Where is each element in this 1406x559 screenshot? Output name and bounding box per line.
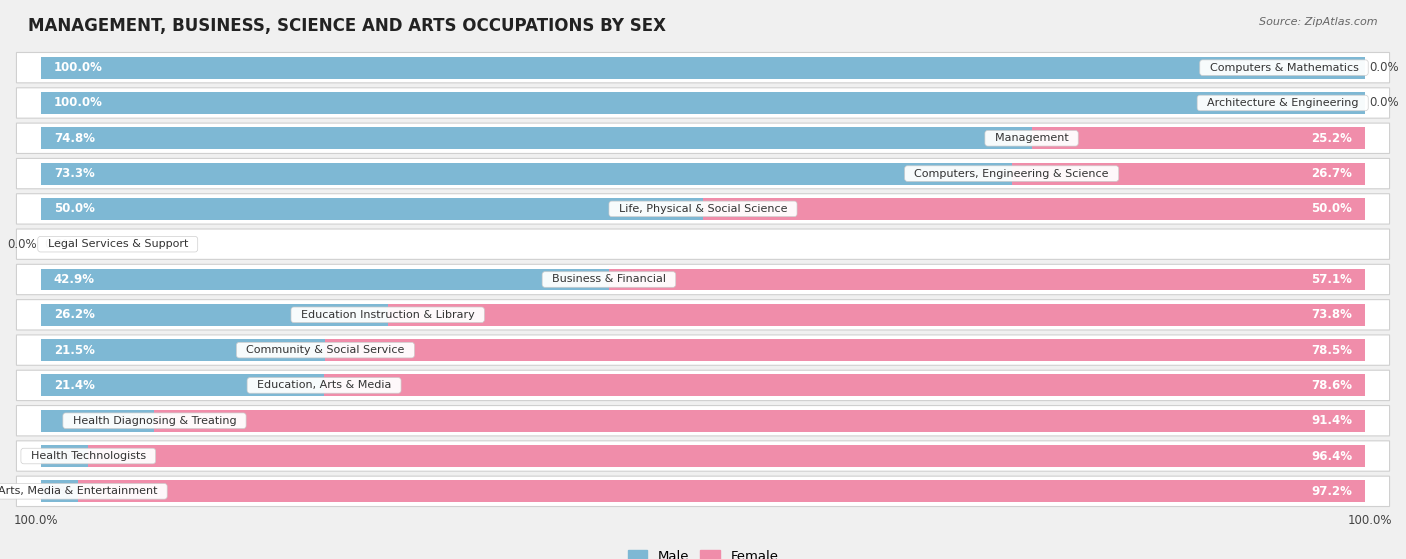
Text: Source: ZipAtlas.com: Source: ZipAtlas.com xyxy=(1260,17,1378,27)
Text: Health Technologists: Health Technologists xyxy=(24,451,153,461)
Text: MANAGEMENT, BUSINESS, SCIENCE AND ARTS OCCUPATIONS BY SEX: MANAGEMENT, BUSINESS, SCIENCE AND ARTS O… xyxy=(28,17,666,35)
Text: Community & Social Service: Community & Social Service xyxy=(239,345,412,355)
FancyBboxPatch shape xyxy=(17,53,1389,83)
Text: 26.7%: 26.7% xyxy=(1312,167,1353,180)
Bar xyxy=(77,480,1365,503)
Text: 100.0%: 100.0% xyxy=(1347,514,1392,527)
Text: Education, Arts & Media: Education, Arts & Media xyxy=(250,381,398,390)
Bar xyxy=(41,445,89,467)
FancyBboxPatch shape xyxy=(17,441,1389,471)
Legend: Male, Female: Male, Female xyxy=(623,545,783,559)
Text: 100.0%: 100.0% xyxy=(14,514,59,527)
Text: 42.9%: 42.9% xyxy=(53,273,94,286)
Text: 0.0%: 0.0% xyxy=(1369,61,1399,74)
Text: 73.3%: 73.3% xyxy=(53,167,94,180)
FancyBboxPatch shape xyxy=(17,88,1389,118)
Text: 50.0%: 50.0% xyxy=(53,202,94,215)
FancyBboxPatch shape xyxy=(17,476,1389,506)
FancyBboxPatch shape xyxy=(17,405,1389,436)
Text: 21.4%: 21.4% xyxy=(53,379,94,392)
Bar xyxy=(609,268,1365,291)
Bar xyxy=(41,163,1012,184)
Text: Architecture & Engineering: Architecture & Engineering xyxy=(1199,98,1365,108)
Text: 100.0%: 100.0% xyxy=(53,61,103,74)
Bar xyxy=(41,268,609,291)
Bar xyxy=(703,198,1365,220)
Bar xyxy=(89,445,1365,467)
Bar xyxy=(41,198,703,220)
FancyBboxPatch shape xyxy=(17,123,1389,154)
Text: 2.8%: 2.8% xyxy=(41,485,72,498)
Text: Business & Financial: Business & Financial xyxy=(546,274,673,285)
Text: 0.0%: 0.0% xyxy=(7,238,37,250)
Text: 50.0%: 50.0% xyxy=(1312,202,1353,215)
Text: 8.6%: 8.6% xyxy=(118,414,148,427)
Text: Health Diagnosing & Treating: Health Diagnosing & Treating xyxy=(66,416,243,426)
Text: Management: Management xyxy=(987,133,1076,143)
Text: 97.2%: 97.2% xyxy=(1312,485,1353,498)
Bar xyxy=(41,480,77,503)
Text: 57.1%: 57.1% xyxy=(1312,273,1353,286)
Text: Arts, Media & Entertainment: Arts, Media & Entertainment xyxy=(0,486,165,496)
Bar xyxy=(155,410,1365,432)
FancyBboxPatch shape xyxy=(17,370,1389,401)
FancyBboxPatch shape xyxy=(17,194,1389,224)
Bar xyxy=(41,127,1032,149)
Text: Computers, Engineering & Science: Computers, Engineering & Science xyxy=(907,169,1116,178)
Bar xyxy=(41,56,1365,79)
Text: 25.2%: 25.2% xyxy=(1312,132,1353,145)
Text: 26.2%: 26.2% xyxy=(53,309,94,321)
Bar xyxy=(41,339,325,361)
Text: Computers & Mathematics: Computers & Mathematics xyxy=(1202,63,1365,73)
Text: Life, Physical & Social Science: Life, Physical & Social Science xyxy=(612,204,794,214)
Text: 0.0%: 0.0% xyxy=(45,238,75,250)
FancyBboxPatch shape xyxy=(17,229,1389,259)
Text: 91.4%: 91.4% xyxy=(1312,414,1353,427)
Text: Legal Services & Support: Legal Services & Support xyxy=(41,239,195,249)
Bar xyxy=(41,92,1365,114)
Text: 0.0%: 0.0% xyxy=(1369,97,1399,110)
Text: 100.0%: 100.0% xyxy=(53,97,103,110)
FancyBboxPatch shape xyxy=(17,158,1389,189)
Text: 3.6%: 3.6% xyxy=(52,449,82,462)
Text: 73.8%: 73.8% xyxy=(1312,309,1353,321)
FancyBboxPatch shape xyxy=(17,264,1389,295)
Bar xyxy=(325,339,1365,361)
Text: 96.4%: 96.4% xyxy=(1310,449,1353,462)
Bar xyxy=(41,304,388,326)
Text: 74.8%: 74.8% xyxy=(53,132,94,145)
Text: Education Instruction & Library: Education Instruction & Library xyxy=(294,310,481,320)
Bar xyxy=(1012,163,1365,184)
Bar xyxy=(41,410,155,432)
Text: 78.5%: 78.5% xyxy=(1312,344,1353,357)
Bar xyxy=(388,304,1365,326)
Bar xyxy=(325,375,1365,396)
FancyBboxPatch shape xyxy=(17,335,1389,365)
Text: 78.6%: 78.6% xyxy=(1312,379,1353,392)
Bar xyxy=(41,375,325,396)
Bar xyxy=(1032,127,1365,149)
FancyBboxPatch shape xyxy=(17,300,1389,330)
Text: 21.5%: 21.5% xyxy=(53,344,94,357)
